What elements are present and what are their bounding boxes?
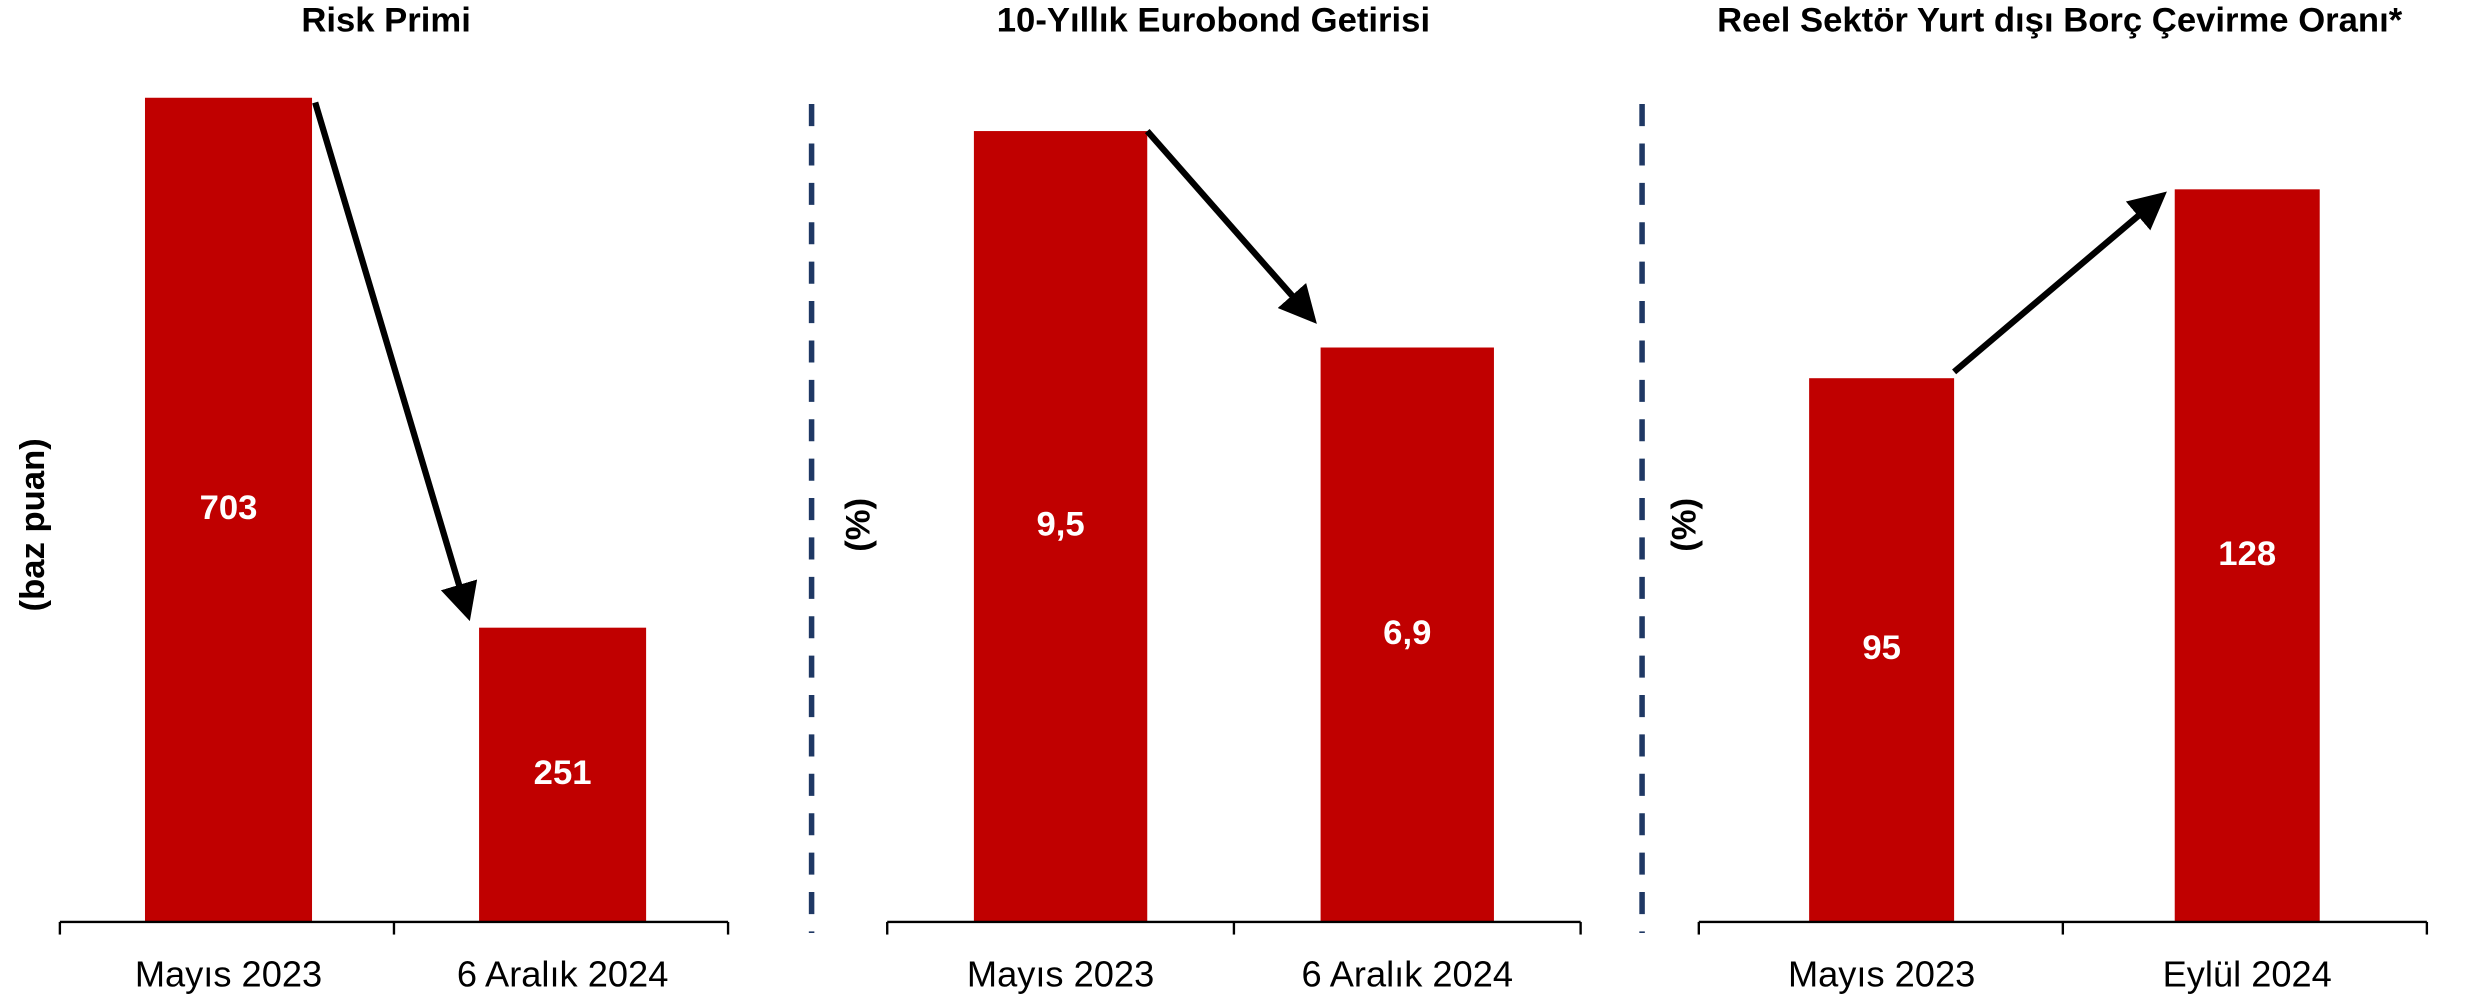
x-tick-label: 6 Aralık 2024 xyxy=(1302,954,1514,995)
value-label: 9,5 xyxy=(1036,506,1084,544)
x-tick-label: Mayıs 2023 xyxy=(1788,954,1975,995)
value-label: 6,9 xyxy=(1383,614,1431,652)
x-tick-label: Mayıs 2023 xyxy=(135,954,322,995)
y-axis-label: (%) xyxy=(840,498,878,552)
bar xyxy=(1809,378,1955,922)
trend-arrow xyxy=(1144,128,1317,324)
y-axis-label: (%) xyxy=(1665,498,1703,552)
x-tick-label: Mayıs 2023 xyxy=(967,954,1154,995)
trend-arrow xyxy=(1952,191,2167,375)
x-tick-label: 6 Aralık 2024 xyxy=(457,954,669,995)
bar xyxy=(144,97,313,922)
y-axis-label: (baz puan) xyxy=(14,438,52,611)
value-label: 128 xyxy=(2218,535,2276,573)
value-label: 251 xyxy=(534,754,592,792)
chart-title: 10-Yıllık Eurobond Getirisi xyxy=(997,1,1430,39)
chart-title: Reel Sektör Yurt dışı Borç Çevirme Oranı… xyxy=(1717,1,2403,39)
chart-title: Risk Primi xyxy=(301,1,471,39)
bar xyxy=(973,131,1148,922)
bar xyxy=(479,627,647,922)
value-label: 95 xyxy=(1862,629,1901,667)
trend-arrow xyxy=(312,101,478,622)
x-tick-label: Eylül 2024 xyxy=(2163,954,2332,995)
bar xyxy=(1320,347,1494,922)
bar xyxy=(2174,189,2320,922)
value-label: 703 xyxy=(200,489,258,527)
